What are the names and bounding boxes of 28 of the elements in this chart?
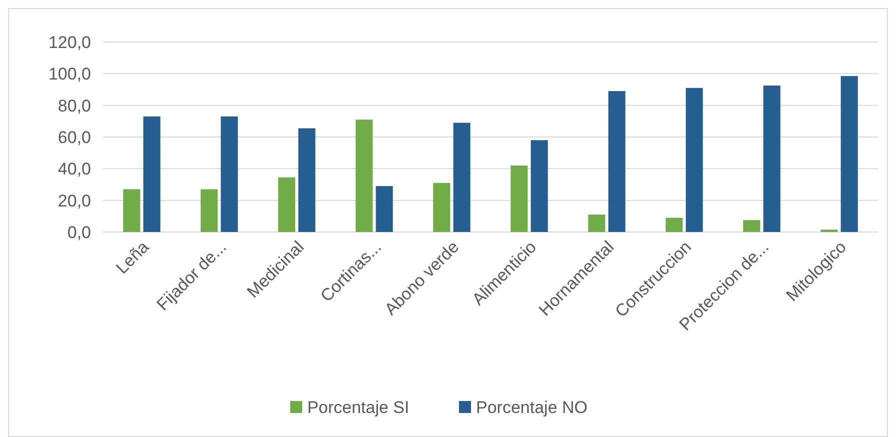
y-tick-label: 20,0 [58,191,91,210]
bar [220,116,238,232]
y-tick-label: 40,0 [58,160,91,179]
legend-label: Porcentaje NO [476,398,588,417]
bar [123,189,140,232]
bar [278,177,296,232]
bar [298,128,316,232]
y-tick-label: 80,0 [58,96,91,116]
bar [356,120,373,232]
bar [143,116,160,232]
bar [453,122,470,232]
bar [763,86,780,232]
bar [686,88,703,232]
y-tick-label: 60,0 [58,128,91,147]
bar [200,189,218,232]
bar [433,182,450,232]
y-tick-label: 120,0 [48,32,91,52]
legend-label: Porcentaje SI [307,398,410,417]
y-tick-label: 0,0 [67,222,91,242]
bar [840,76,858,232]
y-tick-label: 100,0 [48,64,91,84]
bar [588,214,606,232]
bar [510,166,528,232]
bar [743,220,760,232]
bar [376,186,393,232]
bar [666,218,683,232]
bar [530,140,548,232]
bar [608,91,626,232]
